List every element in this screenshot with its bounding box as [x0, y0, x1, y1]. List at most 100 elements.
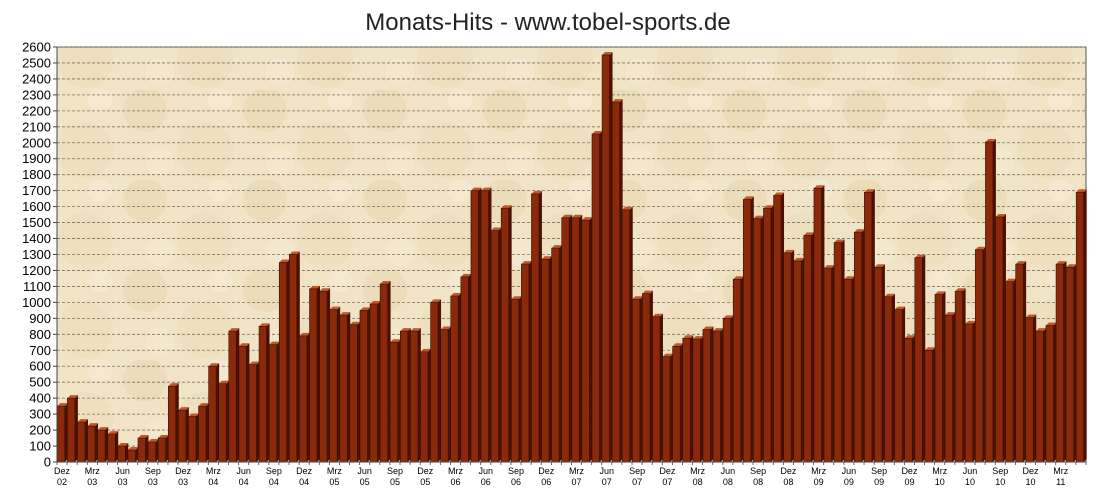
y-tick-label: 1700 — [22, 183, 51, 198]
bar-side — [1053, 322, 1057, 462]
bar-front — [87, 425, 96, 463]
bar-front — [450, 295, 459, 463]
bar-front — [823, 267, 832, 463]
bar — [490, 227, 502, 463]
bar — [228, 328, 240, 463]
bar-front — [591, 133, 600, 463]
bar-side — [286, 259, 290, 462]
bar-side — [236, 328, 240, 462]
bar-side — [84, 419, 88, 462]
bar-front — [490, 230, 499, 463]
bar-front — [652, 316, 661, 463]
bar-top — [188, 413, 199, 417]
bar-side — [659, 313, 663, 462]
bar-top — [460, 273, 472, 277]
x-tick-label-year: 10 — [1026, 477, 1036, 487]
y-tick-label: 100 — [29, 439, 51, 454]
bar-front — [813, 187, 822, 463]
bar — [188, 413, 199, 463]
bar — [450, 293, 462, 463]
y-tick-label: 1900 — [22, 151, 51, 166]
bar — [157, 435, 169, 463]
x-tick-label-month: Dez — [901, 466, 918, 476]
bar-side — [327, 288, 331, 462]
bar-side — [135, 447, 139, 462]
bar-top — [622, 206, 633, 210]
bar-side — [518, 296, 522, 462]
bar-top — [501, 205, 512, 209]
bar-side — [801, 257, 805, 462]
bar-top — [359, 307, 371, 311]
y-axis-tick-labels: 0100200300400500600700800900100011001200… — [22, 40, 57, 470]
bar-front — [621, 209, 631, 463]
bar-front — [299, 335, 308, 463]
bar-top — [228, 328, 240, 332]
bar-top — [440, 326, 452, 330]
bar-top — [783, 249, 795, 253]
bar-top — [844, 276, 855, 280]
bar-front — [964, 323, 974, 463]
bar — [248, 361, 260, 463]
bar-front — [853, 231, 863, 463]
x-tick-label-month: Mrz — [85, 466, 100, 476]
bar-front — [67, 397, 76, 463]
bar-top — [642, 290, 653, 294]
bar-front — [147, 441, 156, 463]
bar-top — [763, 205, 774, 209]
bar-top — [591, 130, 603, 134]
bar — [531, 190, 542, 463]
bar-front — [218, 383, 227, 463]
bar-front — [985, 141, 994, 463]
bar-top — [198, 403, 210, 407]
bar — [843, 276, 855, 463]
bar-side — [831, 265, 835, 462]
x-tick-label-month: Jun — [115, 466, 130, 476]
bar-side — [922, 254, 926, 462]
bar — [379, 281, 391, 463]
x-tick-label-year: 08 — [783, 477, 793, 487]
bar-side — [680, 343, 684, 462]
bar — [904, 335, 916, 463]
bar-side — [145, 435, 149, 462]
bar — [57, 403, 68, 463]
bar-side — [105, 427, 109, 462]
bar-side — [226, 380, 230, 462]
x-tick-label-year: 10 — [965, 477, 975, 487]
bar — [278, 259, 290, 463]
bar — [430, 299, 442, 463]
bar-front — [531, 193, 540, 463]
bar-side — [770, 205, 774, 462]
bar — [964, 320, 976, 463]
bar-top — [390, 339, 401, 343]
bar-top — [773, 192, 785, 196]
y-tick-label: 400 — [29, 391, 51, 406]
x-tick-label-month: Sep — [871, 466, 887, 476]
bar-side — [599, 130, 603, 462]
bar-top — [511, 296, 522, 300]
bar-top — [904, 335, 916, 339]
bar-top — [178, 407, 189, 411]
bar — [87, 423, 99, 463]
bar-top — [470, 187, 482, 191]
bar-side — [407, 328, 411, 462]
x-tick-label-month: Sep — [387, 466, 403, 476]
bar-side — [175, 383, 179, 462]
y-tick-label: 2100 — [22, 119, 51, 134]
bar-front — [268, 344, 277, 463]
bar-front — [329, 309, 338, 463]
x-tick-label-year: 03 — [118, 477, 128, 487]
bar-top — [67, 395, 78, 399]
bar-front — [904, 337, 913, 463]
x-tick-label-month: Dez — [175, 466, 192, 476]
bar-top — [874, 264, 885, 268]
bar-side — [95, 423, 99, 462]
bar-side — [841, 239, 845, 462]
bar-top — [57, 403, 68, 407]
bar-front — [1065, 266, 1074, 463]
x-tick-label-month: Dez — [1023, 466, 1040, 476]
bar-side — [1073, 264, 1077, 462]
bar-side — [982, 246, 986, 462]
x-tick-label-year: 09 — [844, 477, 854, 487]
x-tick-label-month: Mrz — [569, 466, 584, 476]
bar-side — [266, 323, 270, 462]
